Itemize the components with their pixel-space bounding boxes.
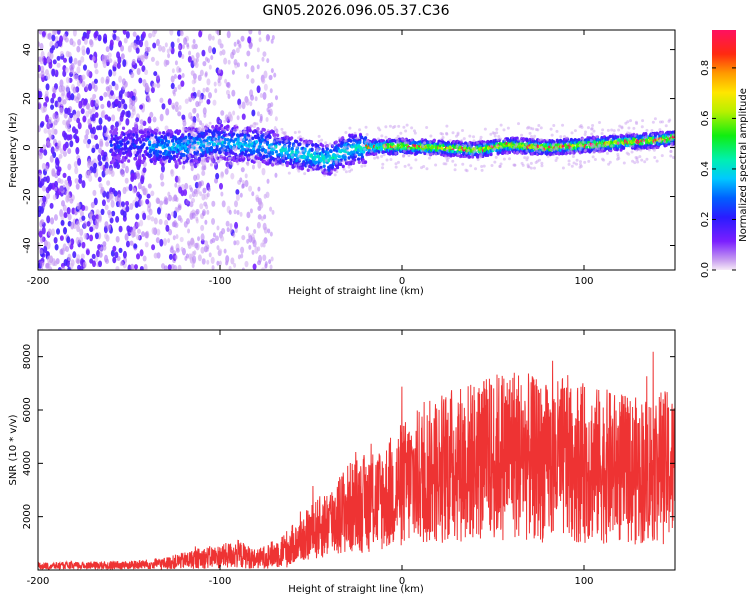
snr-frame [37,329,676,571]
snr-series-line [38,351,675,570]
spectrogram-xlabel: Height of straight line (km) [288,286,424,297]
spectrogram-ytick-label: 40 [22,43,33,56]
spectrogram-ytick-label: 20 [22,92,33,105]
spectrogram-image [38,30,675,270]
spectrogram-ytick-label: 0 [22,144,33,150]
snr-xlabel: Height of straight line (km) [288,584,424,595]
colorbar-tick-label: 0.8 [700,60,711,76]
colorbar-ticks: 0.0 0.2 0.4 0.6 0.8 [700,60,736,278]
snr-ytick-label: 4000 [22,451,33,476]
snr-xtick-label: -100 [209,576,232,587]
colorbar-tick-label: 0.0 [700,262,711,278]
chart-title: GN05.2026.096.05.37.C36 [263,3,450,19]
snr-xtick-label: 0 [399,576,405,587]
colorbar-tick-label: 0.2 [700,212,711,228]
snr-ytick-label: 2000 [22,504,33,529]
spectrogram-ytick-label: -20 [22,188,33,204]
spectrogram-frame [37,29,676,271]
snr-plot-area [38,351,675,570]
spectrogram-ytick-label: -40 [22,237,33,253]
spectrogram-xtick-label: -100 [209,276,232,287]
spectrogram-xtick-label: 100 [574,276,593,287]
spectrogram-xtick-label: -200 [27,276,50,287]
snr-ytick-label: 8000 [22,344,33,369]
snr-xtick-label: 100 [574,576,593,587]
spectrogram-xtick-label: 0 [399,276,405,287]
colorbar-gradient [712,30,736,270]
colorbar-tick-label: 0.4 [700,161,711,177]
snr-ticks: -200 -100 0 100 2000 4000 6000 8000 [22,330,675,587]
snr-ylabel: SNR (10 * v/v) [8,414,19,485]
colorbar-label: Normalized spectral amplitude [738,88,749,242]
colorbar-tick-label: 0.6 [700,110,711,126]
snr-ytick-label: 6000 [22,397,33,422]
colorbar: 0.0 0.2 0.4 0.6 0.8 Normalized spectral ampl… [700,30,749,278]
spectrogram-ylabel: Frequency (Hz) [8,112,19,188]
snr-panel: -200 -100 0 100 2000 4000 6000 8000 Height of s… [8,329,676,595]
snr-xtick-label: -200 [27,576,50,587]
